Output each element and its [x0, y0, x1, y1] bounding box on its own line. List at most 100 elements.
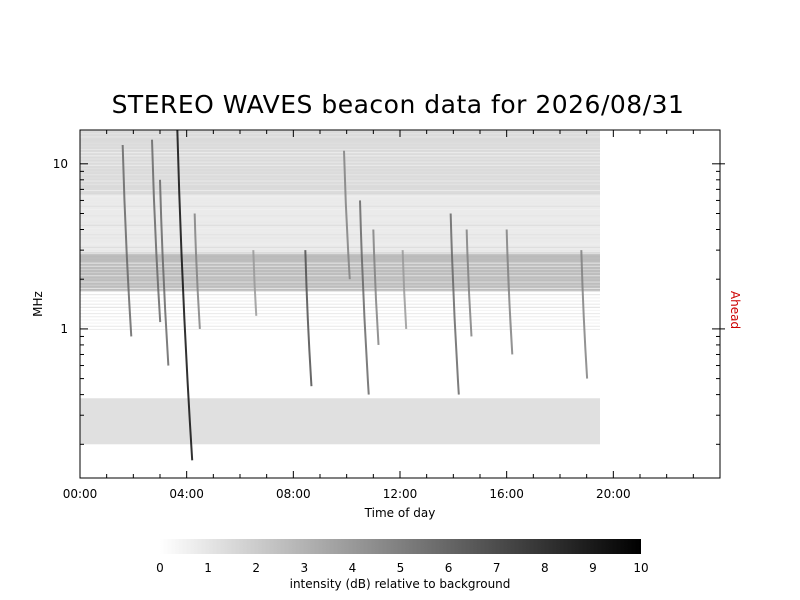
heatmap-channel-line [80, 297, 600, 299]
heatmap-channel-line [80, 196, 600, 198]
heatmap-channel-line [80, 227, 600, 229]
radio-burst [580, 250, 589, 379]
heatmap-channel-line [80, 319, 600, 321]
heatmap-channel-line [80, 202, 600, 204]
heatmap-channel-line [80, 174, 600, 176]
chart-title: STEREO WAVES beacon data for 2026/08/31 [112, 90, 685, 119]
heatmap-channel-line [80, 221, 600, 223]
heatmap-channel-line [80, 243, 600, 245]
radio-burst [372, 229, 380, 345]
heatmap-channel-line [80, 186, 600, 188]
heatmap-channel-line [80, 171, 600, 173]
heatmap-channel-line [80, 259, 600, 261]
x-axis-title: Time of day [364, 506, 436, 520]
radio-burst [401, 250, 408, 329]
heatmap-channel-line [80, 145, 600, 147]
heatmap-channel-line [80, 281, 600, 283]
heatmap-channel-line [80, 275, 600, 277]
heatmap-channel-line [80, 256, 600, 258]
heatmap-channel-line [80, 155, 600, 157]
heatmap-channel-line [80, 133, 600, 135]
heatmap-channel-line [80, 158, 600, 160]
heatmap-channel-line [80, 205, 600, 207]
radio-burst [193, 213, 201, 329]
heatmap-channel-line [80, 180, 600, 182]
heatmap-channel-line [80, 231, 600, 233]
heatmap-band [80, 194, 600, 253]
heatmap-channel-line [80, 246, 600, 248]
radio-burst [176, 130, 194, 461]
heatmap-channel-line [80, 136, 600, 138]
heatmap-channel-line [80, 199, 600, 201]
heatmap-channel-line [80, 215, 600, 217]
heatmap-channel-line [80, 253, 600, 255]
heatmap-channel-line [80, 193, 600, 195]
colorbar-tick-label: 9 [589, 561, 597, 575]
heatmap-channel-line [80, 177, 600, 179]
x-tick-label: 16:00 [489, 487, 524, 501]
y-axis: 1 10 [53, 157, 725, 445]
heatmap-channel-line [80, 234, 600, 236]
x-tick-label: 04:00 [169, 487, 204, 501]
heatmap-channel-line [80, 164, 600, 166]
heatmap-channel-line [80, 300, 600, 302]
radio-burst [449, 213, 460, 395]
heatmap-channel-line [80, 316, 600, 318]
radio-burst [359, 200, 370, 395]
y-axis-title: MHz [31, 291, 45, 317]
heatmap-channel-line [80, 291, 600, 293]
heatmap-channel-line [80, 183, 600, 185]
colorbar-tick-label: 3 [300, 561, 308, 575]
colorbar-tick-label: 6 [445, 561, 453, 575]
heatmap-channel-line [80, 149, 600, 151]
colorbar-tick-label: 4 [349, 561, 357, 575]
heatmap-channel-line [80, 328, 600, 330]
radio-burst [304, 250, 313, 387]
heatmap-channel-line [80, 287, 600, 289]
radio-burst [505, 229, 514, 355]
heatmap-band [80, 252, 600, 291]
heatmap-channel-line [80, 303, 600, 305]
colorbar-tick-label: 0 [156, 561, 164, 575]
heatmap-channel-line [80, 237, 600, 239]
heatmap-channel-line [80, 284, 600, 286]
heatmap-channel-line [80, 313, 600, 315]
heatmap-channel-line [80, 212, 600, 214]
heatmap-channel-line [80, 306, 600, 308]
radio-burst [121, 144, 133, 337]
y-tick-label: 1 [60, 322, 68, 336]
heatmap-channel-line [80, 262, 600, 264]
heatmap-channel-line [80, 240, 600, 242]
x-tick-label: 12:00 [383, 487, 418, 501]
heatmap-channel-line [80, 272, 600, 274]
y-tick-label: 10 [53, 157, 68, 171]
heatmap-channel-line [80, 250, 600, 252]
heatmap-band [80, 398, 600, 445]
radio-burst [465, 229, 473, 337]
heatmap-channel-line [80, 224, 600, 226]
radio-burst [252, 250, 258, 316]
colorbar-tick-label: 8 [541, 561, 549, 575]
heatmap-channel-line [80, 265, 600, 267]
heatmap-channel-line [80, 130, 600, 132]
heatmap-channel-line [80, 294, 600, 296]
colorbar-tick-label: 5 [397, 561, 405, 575]
colorbar-tick-label: 1 [204, 561, 212, 575]
heatmap-channel-line [80, 208, 600, 210]
heatmap-channel-line [80, 309, 600, 311]
colorbar-title: intensity (dB) relative to background [290, 577, 511, 591]
x-tick-label: 20:00 [596, 487, 631, 501]
heatmap-channel-line [80, 161, 600, 163]
heatmap-channel-line [80, 167, 600, 169]
colorbar [160, 539, 641, 554]
x-tick-label: 08:00 [276, 487, 311, 501]
heatmap-channel-line [80, 152, 600, 154]
heatmap-channel-line [80, 139, 600, 141]
heatmap-channel-line [80, 142, 600, 144]
spectrogram-heatmap [80, 130, 600, 461]
x-axis: 00:00 04:00 08:00 12:00 16:00 20:00 [63, 130, 721, 501]
spacecraft-label: Ahead [728, 291, 742, 329]
colorbar-tick-label: 7 [493, 561, 501, 575]
colorbar-tick-label: 10 [633, 561, 648, 575]
